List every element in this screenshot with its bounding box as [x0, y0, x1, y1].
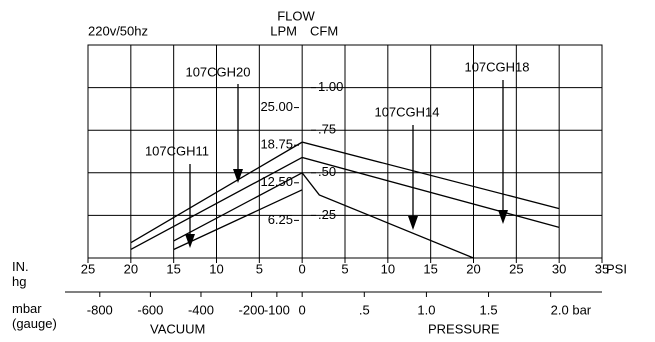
x2-tick-label: -200: [239, 302, 265, 317]
y-label: CFM: [310, 23, 338, 38]
x2-tick-label: 2.0 bar: [551, 302, 592, 317]
x-tick-label: 10: [209, 261, 223, 276]
axis-label: mbar (gauge): [12, 301, 57, 331]
y-tick-label: 1.00: [318, 79, 343, 94]
flow-curve: [130, 141, 560, 244]
x2-tick-label: 1.5: [479, 302, 497, 317]
x2-tick-label: -800: [87, 302, 113, 317]
series-label: 107CGH11: [145, 143, 209, 158]
series-label: 107CGH14: [374, 104, 439, 119]
y2-label: LPM: [270, 23, 297, 38]
x2-tick-label: -600: [137, 302, 163, 317]
x-tick-label: 30: [552, 261, 566, 276]
x-tick-label: 20: [466, 261, 480, 276]
subtitle: 220v/50hz: [88, 23, 148, 38]
y2-tick-label: 25.00: [260, 99, 293, 114]
x-tick-label: 5: [256, 261, 263, 276]
x2-label-right: PRESSURE: [428, 321, 500, 336]
axis-label: IN. hg: [12, 259, 29, 289]
x-tick-label: 35: [595, 261, 609, 276]
arrow-head: [185, 234, 195, 248]
x2-tick-label: 0: [299, 302, 306, 317]
x-tick-label: 10: [381, 261, 395, 276]
flow-curve: [173, 171, 474, 259]
x2-tick-label: .5: [359, 302, 370, 317]
arrow-head: [498, 210, 508, 224]
y-tick-label: .75: [318, 122, 336, 137]
arrow-head: [233, 169, 243, 183]
y2-tick-label: 18.75: [260, 137, 293, 152]
flow-curve: [173, 189, 303, 251]
y-tick-label: .25: [318, 207, 336, 222]
y-title: FLOW: [277, 8, 315, 23]
x-tick-label: 20: [124, 261, 138, 276]
x-tick-label: 25: [81, 261, 95, 276]
x2-tick-label: -100: [264, 302, 290, 317]
x-tick-label: 0: [299, 261, 306, 276]
x-tick-label: 5: [341, 261, 348, 276]
arrow-head: [408, 216, 418, 230]
flow-curve: [130, 156, 560, 251]
x2-label-left: VACUUM: [150, 321, 205, 336]
y-tick-label: .50: [318, 164, 336, 179]
x-label-right: PSI: [606, 261, 627, 276]
series-label: 107CGH18: [464, 59, 529, 74]
x-tick-label: 25: [509, 261, 523, 276]
x2-tick-label: 1.0: [417, 302, 435, 317]
y2-tick-label: 6.25: [268, 212, 293, 227]
series-label: 107CGH20: [185, 64, 250, 79]
x2-tick-label: -400: [188, 302, 214, 317]
x-tick-label: 15: [166, 261, 180, 276]
x-tick-label: 15: [423, 261, 437, 276]
y2-tick-label: 12.50: [260, 174, 293, 189]
